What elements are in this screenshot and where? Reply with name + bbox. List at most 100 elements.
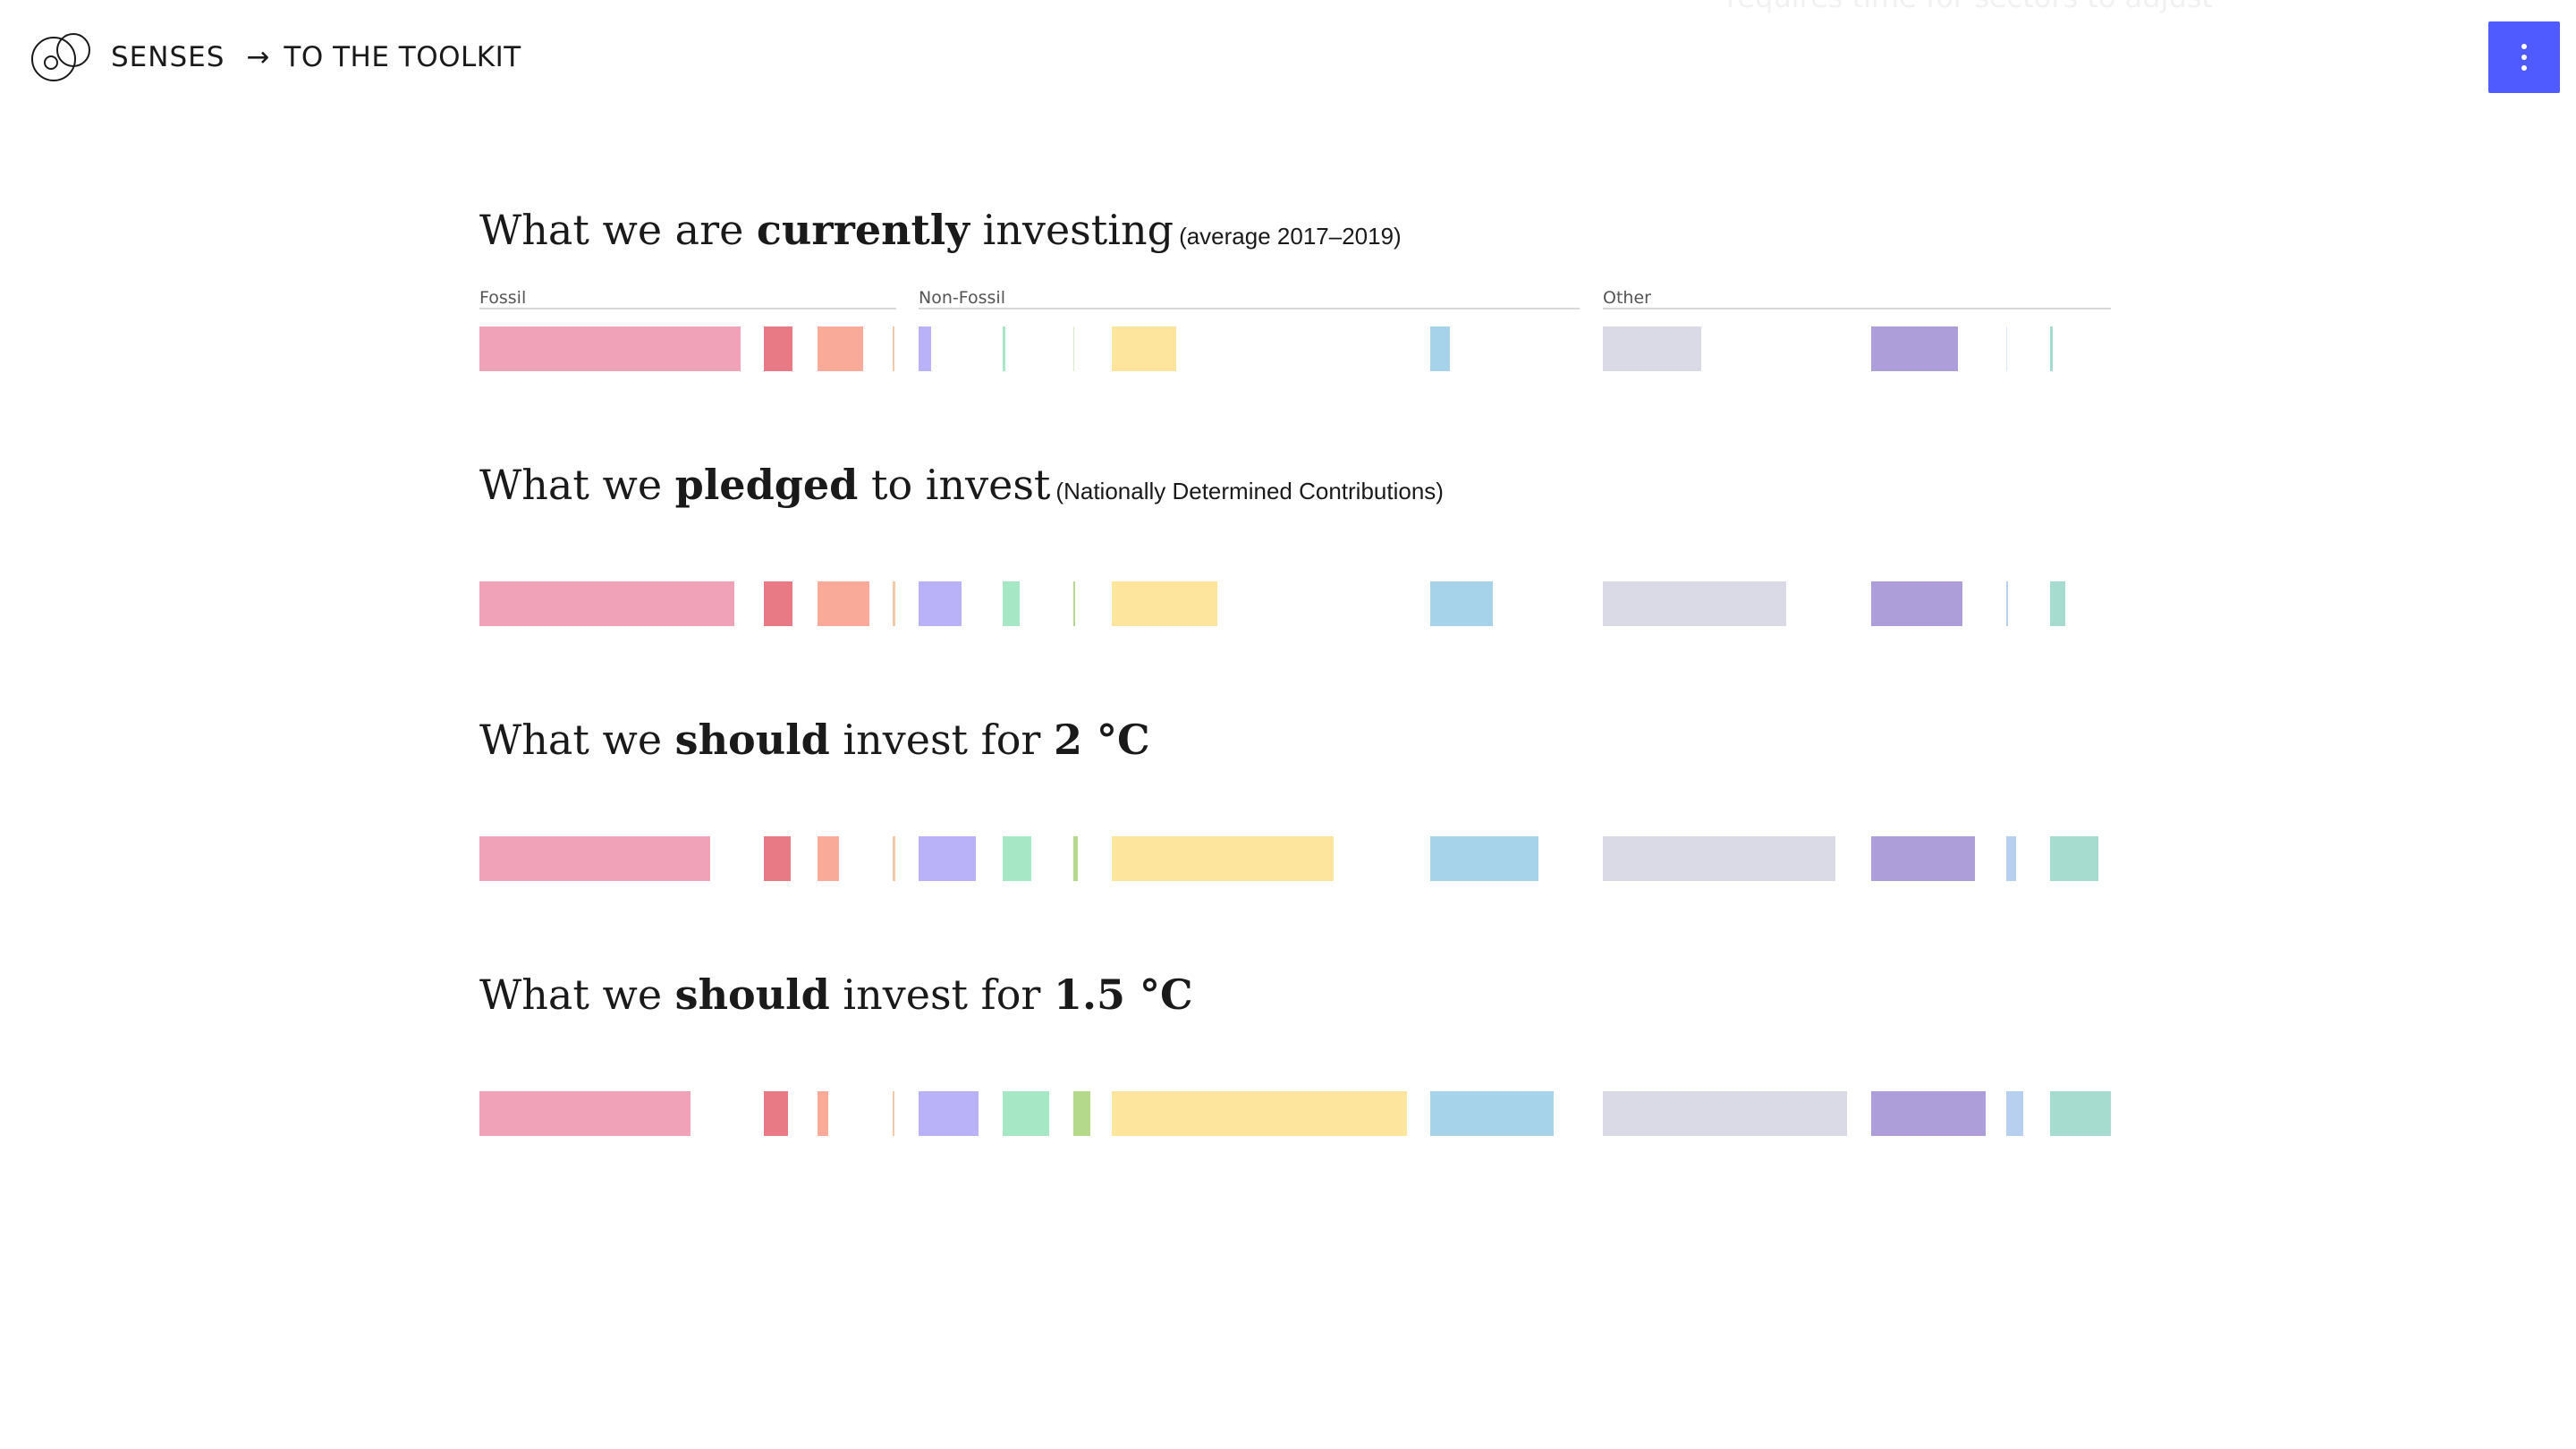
- bar-c8[interactable]: [1112, 326, 1176, 371]
- title-text: invest for: [829, 716, 1054, 764]
- bar-c9[interactable]: [1430, 836, 1538, 881]
- group-label-fossil: Fossil: [479, 288, 527, 308]
- brand-name: SENSES: [111, 41, 225, 73]
- title-bold: should: [674, 716, 830, 764]
- bar-c2[interactable]: [764, 326, 792, 371]
- bar-chart-current: [479, 326, 2053, 371]
- group-label-other: Other: [1603, 288, 1651, 308]
- bar-c11[interactable]: [1871, 581, 1962, 626]
- bar-chart-pledged: [479, 581, 2065, 626]
- group-divider: [479, 308, 896, 309]
- bar-c12[interactable]: [2006, 326, 2007, 371]
- bar-c12[interactable]: [2006, 1091, 2023, 1136]
- bar-row-1-5c: [479, 1091, 2111, 1136]
- title-text: What we: [479, 716, 675, 764]
- bar-c6[interactable]: [1003, 836, 1031, 881]
- section-2c: What we should invest for 2 °C: [479, 716, 2111, 765]
- bar-c10[interactable]: [1603, 326, 1701, 371]
- bar-c11[interactable]: [1871, 1091, 1986, 1136]
- title-bold: 2 °C: [1054, 716, 1150, 764]
- menu-dot-icon: [2521, 65, 2527, 71]
- bar-row-pledged: [479, 581, 2111, 626]
- bar-c9[interactable]: [1430, 581, 1493, 626]
- bar-c7[interactable]: [1073, 581, 1075, 626]
- menu-dot-icon: [2521, 44, 2527, 49]
- bar-c10[interactable]: [1603, 836, 1835, 881]
- bar-c10[interactable]: [1603, 581, 1786, 626]
- bar-row-current: [479, 326, 2111, 371]
- bar-c11[interactable]: [1871, 836, 1975, 881]
- title-bold: 1.5 °C: [1054, 970, 1193, 1019]
- title-text: What we are: [479, 206, 757, 254]
- bar-c5[interactable]: [919, 1091, 979, 1136]
- title-bold: currently: [756, 206, 970, 254]
- title-bold: should: [674, 970, 830, 1019]
- bar-c8[interactable]: [1112, 581, 1217, 626]
- bar-c8[interactable]: [1112, 836, 1334, 881]
- bar-c11[interactable]: [1871, 326, 1958, 371]
- bar-c4[interactable]: [893, 326, 894, 371]
- bar-c13[interactable]: [2050, 326, 2053, 371]
- title-text: to invest: [858, 461, 1051, 509]
- bar-c10[interactable]: [1603, 1091, 1847, 1136]
- bar-c3[interactable]: [818, 836, 839, 881]
- bar-row-2c: [479, 836, 2111, 881]
- bar-chart-2c: [479, 836, 2098, 881]
- top-bar: SENSES → TO THE TOOLKIT requires time fo…: [0, 0, 2576, 111]
- bar-c3[interactable]: [818, 1091, 828, 1136]
- bar-c4[interactable]: [893, 581, 895, 626]
- bar-chart-1-5c: [479, 1091, 2111, 1136]
- title-text: investing: [970, 206, 1174, 254]
- title-text: What we: [479, 970, 675, 1019]
- bar-c1[interactable]: [479, 836, 710, 881]
- group-label-non-fossil: Non-Fossil: [919, 288, 1005, 308]
- bar-c4[interactable]: [893, 1091, 894, 1136]
- bar-c7[interactable]: [1073, 326, 1074, 371]
- title-bold: pledged: [674, 461, 859, 509]
- bar-c9[interactable]: [1430, 326, 1450, 371]
- bar-c13[interactable]: [2050, 581, 2065, 626]
- bar-c1[interactable]: [479, 326, 741, 371]
- bar-c3[interactable]: [818, 581, 869, 626]
- bar-c4[interactable]: [893, 836, 895, 881]
- group-divider: [919, 308, 1580, 309]
- bar-c6[interactable]: [1003, 1091, 1049, 1136]
- bar-c5[interactable]: [919, 326, 931, 371]
- bar-c9[interactable]: [1430, 1091, 1554, 1136]
- title-note: (average 2017–2019): [1179, 223, 1402, 250]
- section-1-5c: What we should invest for 1.5 °C: [479, 970, 2111, 1020]
- bar-c5[interactable]: [919, 581, 962, 626]
- bar-c5[interactable]: [919, 836, 976, 881]
- title-text: What we: [479, 461, 675, 509]
- bar-c7[interactable]: [1073, 836, 1078, 881]
- bar-c2[interactable]: [764, 581, 792, 626]
- menu-dot-icon: [2521, 55, 2527, 60]
- section-title: What we should invest for 1.5 °C: [479, 970, 2111, 1020]
- bar-c6[interactable]: [1003, 581, 1020, 626]
- menu-button[interactable]: [2488, 21, 2560, 93]
- bar-c13[interactable]: [2050, 1091, 2111, 1136]
- senses-logo-icon: [31, 33, 90, 81]
- bar-c2[interactable]: [764, 836, 791, 881]
- bar-c1[interactable]: [479, 581, 734, 626]
- toolkit-link[interactable]: TO THE TOOLKIT: [284, 41, 521, 73]
- bar-c8[interactable]: [1112, 1091, 1407, 1136]
- title-text: invest for: [829, 970, 1054, 1019]
- faded-background-text: requires time for sectors to adjust: [1726, 0, 2213, 14]
- bar-c12[interactable]: [2006, 836, 2016, 881]
- bar-c7[interactable]: [1073, 1091, 1090, 1136]
- section-title: What we are currently investing (average …: [479, 206, 2111, 255]
- bar-c12[interactable]: [2006, 581, 2008, 626]
- section-title: What we pledged to invest (Nationally Det…: [479, 461, 2111, 510]
- bar-c3[interactable]: [818, 326, 863, 371]
- section-current: What we are currently investing (average …: [479, 206, 2111, 255]
- arrow-right-icon: →: [246, 41, 270, 73]
- title-note: (Nationally Determined Contributions): [1055, 478, 1444, 504]
- bar-c2[interactable]: [764, 1091, 788, 1136]
- brand-link[interactable]: SENSES → TO THE TOOLKIT: [29, 32, 521, 82]
- section-pledged: What we pledged to invest (Nationally Det…: [479, 461, 2111, 510]
- bar-c6[interactable]: [1003, 326, 1005, 371]
- section-title: What we should invest for 2 °C: [479, 716, 2111, 765]
- bar-c1[interactable]: [479, 1091, 691, 1136]
- bar-c13[interactable]: [2050, 836, 2098, 881]
